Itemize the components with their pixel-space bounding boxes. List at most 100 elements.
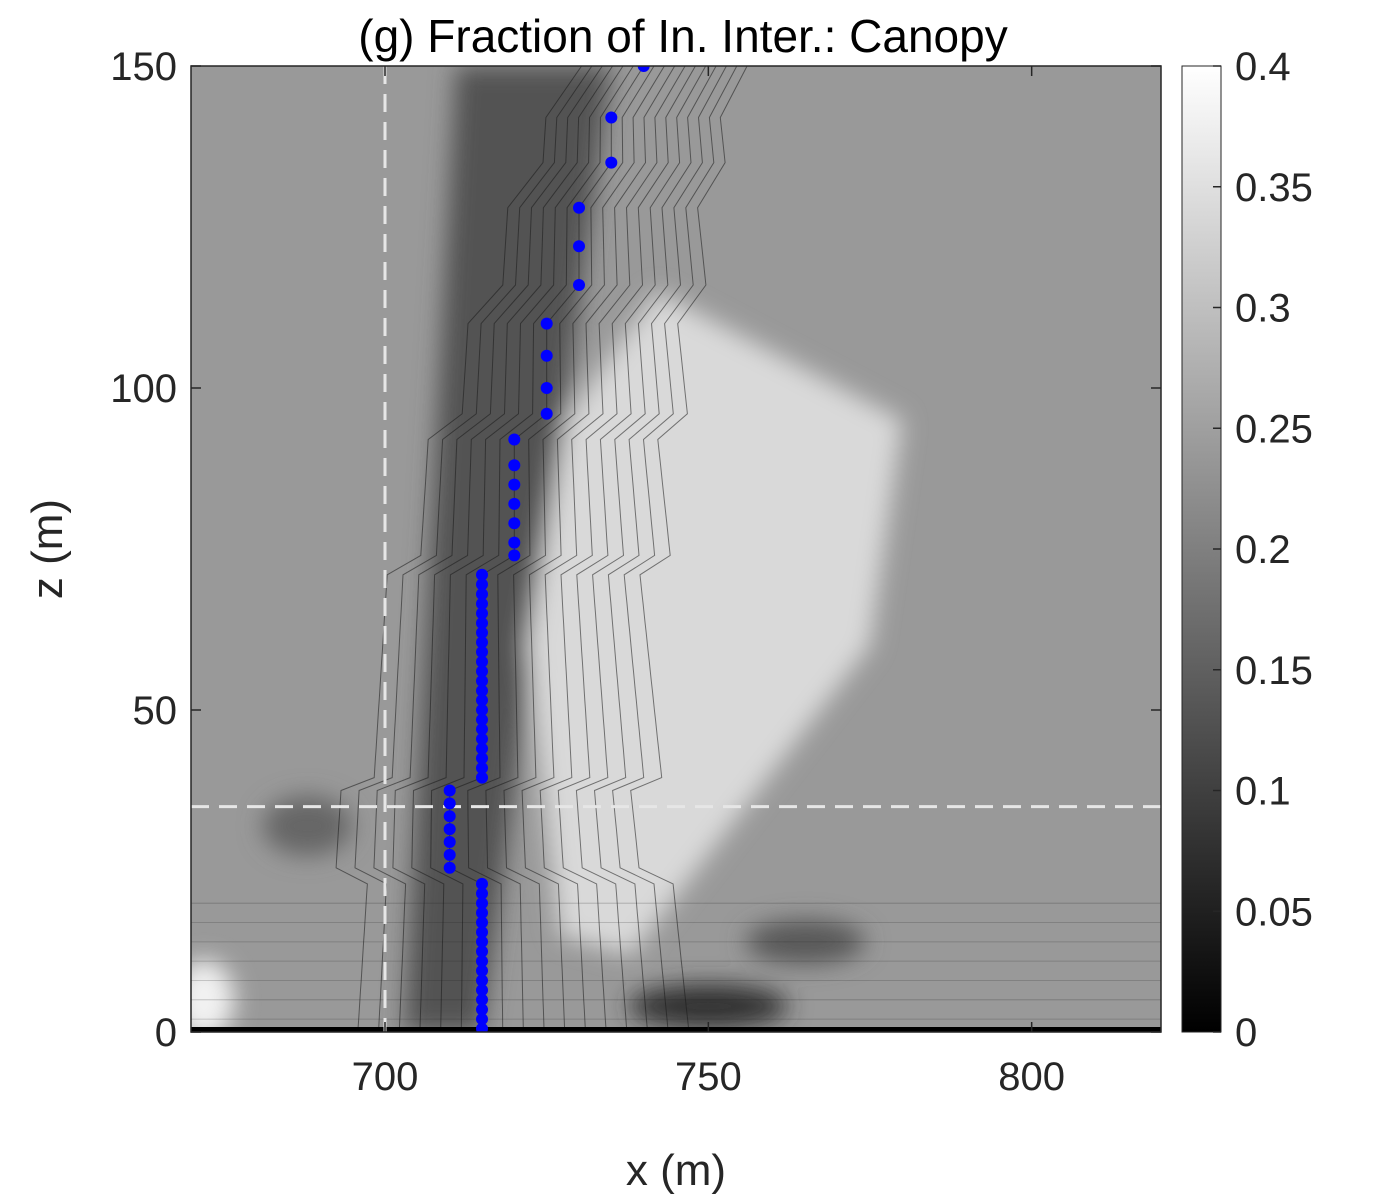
data-point [476,964,488,977]
colorbar-ticks: 0 0.05 0.1 0.15 0.2 0.25 0.3 0.35 0.4 [1213,45,1313,1055]
y-tick-label: 0 [155,1011,177,1055]
data-point [476,588,488,601]
colorbar-tick-label: 0 [1235,1011,1257,1055]
y-tick-label: 150 [110,45,177,89]
data-point [476,955,488,968]
data-point [508,549,521,562]
x-axis: 700 750 800 [352,66,1065,1099]
y-tick-label: 100 [110,367,177,411]
data-point [508,497,521,510]
data-point [476,597,488,610]
data-point [476,742,488,755]
field-dark-spot-3 [262,795,353,856]
contour-line [521,66,686,1029]
data-point [476,713,488,726]
data-point [573,240,585,253]
contour-line [485,66,665,1029]
data-point [476,636,488,649]
x-tick-label: 700 [352,1055,419,1099]
data-point [476,646,488,658]
data-point [573,279,585,291]
data-point [476,704,488,716]
data-point [508,478,521,491]
contour-line [575,66,717,1029]
colorbar-tick-label: 0.3 [1235,287,1291,331]
contour-line [392,66,614,1029]
data-point [476,1022,488,1032]
data-point [476,694,488,707]
data-point [476,684,488,697]
data-point [476,607,488,620]
reference-lines [191,66,1161,1032]
data-point [476,974,488,987]
data-point [476,675,488,687]
data-point [476,771,488,784]
contour-line [467,66,655,1029]
data-point [476,897,488,910]
data-point [540,349,553,362]
data-point [540,407,553,420]
data-point [443,861,456,874]
data-point [476,926,488,939]
data-point [476,723,488,736]
data-point [476,733,488,745]
data-point [508,517,521,530]
contour-line [557,66,707,1029]
data-point [508,536,521,549]
data-point [476,887,488,900]
data-point [476,935,488,948]
x-tick-label: 800 [998,1055,1065,1099]
colorbar: 0 0.05 0.1 0.15 0.2 0.25 0.3 0.35 0.4 [1181,45,1313,1055]
colorbar-tick-label: 0.25 [1235,407,1313,451]
colorbar-tick-label: 0.35 [1235,166,1313,210]
contour-line [411,66,624,1029]
data-point [443,784,456,797]
data-point [508,459,521,472]
data-point [476,617,488,630]
data-point [443,823,456,836]
data-point [605,111,618,124]
data-point [476,655,488,668]
contour-line [373,66,603,1029]
x-axis-label: x (m) [626,1146,726,1195]
field-dark-spot [628,984,789,1029]
contour-line [539,66,696,1029]
data-point [476,984,488,997]
contour-line [630,66,748,1029]
contour-line [503,66,676,1029]
data-point [476,1003,488,1016]
data-point [476,752,488,765]
colorbar-tick-label: 0.1 [1235,770,1291,814]
x-tick-label: 750 [675,1055,742,1099]
data-point [476,578,488,591]
y-axis-label: z (m) [23,499,72,599]
data-point [476,993,488,1006]
plot-area [191,66,1161,1032]
data-point [443,836,456,848]
data-point [573,201,585,214]
data-point [637,66,650,72]
y-axis: 0 50 100 150 [110,45,1161,1055]
contour-layer [191,66,1161,1032]
field-bright-plume [527,291,903,955]
data-point [476,626,488,639]
contour-line [612,66,738,1029]
data-point [605,156,618,169]
colorbar-tick-label: 0.4 [1235,45,1291,89]
data-point [443,797,456,810]
data-point [540,382,553,394]
plot-frame [190,65,1162,1033]
data-point [540,317,553,330]
data-point [443,810,456,823]
marker-layer [443,66,650,1032]
data-point [476,945,488,958]
contour-line [354,66,593,1029]
data-point [476,568,488,581]
colorbar-tick-label: 0.15 [1235,649,1313,693]
colorbar-tick-label: 0.2 [1235,528,1291,572]
data-point [476,877,488,890]
colorbar-tick-label: 0.05 [1235,890,1313,934]
data-point [476,1013,488,1026]
ground-strip [191,1027,1161,1032]
